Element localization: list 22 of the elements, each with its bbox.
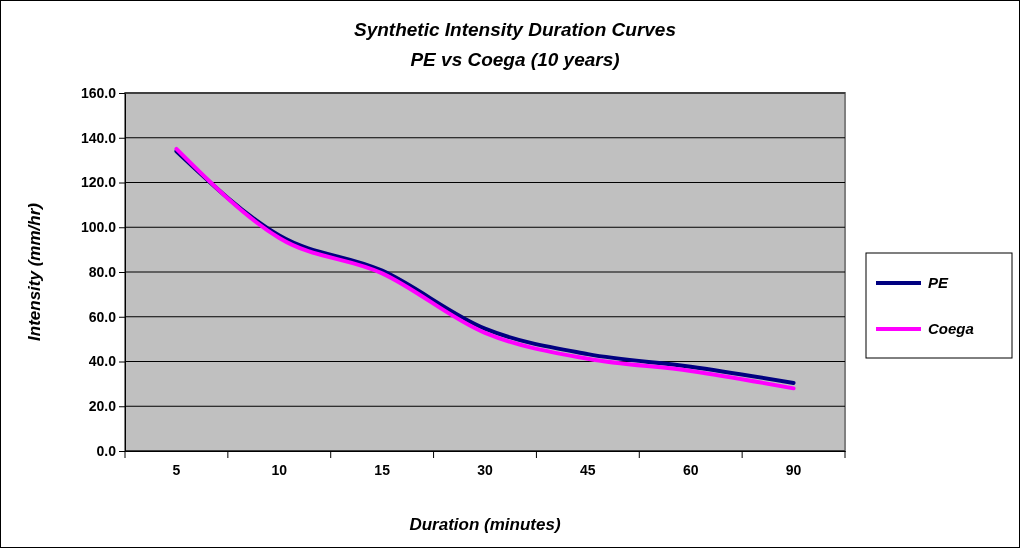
- y-tick-label: 40.0: [88, 353, 117, 370]
- y-tick-label: 100.0: [80, 219, 117, 236]
- x-tick-label: 60: [682, 461, 699, 478]
- x-tick-label: 5: [172, 461, 181, 478]
- chart-subtitle: PE vs Coega (10 years): [410, 49, 620, 70]
- x-tick-label: 10: [271, 461, 288, 478]
- y-tick-label: 60.0: [88, 308, 117, 325]
- x-tick-label: 15: [374, 461, 391, 478]
- y-tick-label: 120.0: [80, 174, 117, 191]
- x-tick-label: 45: [580, 461, 596, 478]
- chart-title: Synthetic Intensity Duration Curves: [353, 19, 677, 40]
- x-axis-title: Duration (minutes): [409, 515, 561, 534]
- y-tick-label: 160.0: [80, 84, 117, 101]
- y-tick-label: 140.0: [80, 129, 117, 146]
- legend-label: PE: [928, 274, 949, 291]
- y-tick-label: 0.0: [96, 442, 117, 459]
- legend-label: Coega: [928, 320, 974, 337]
- x-tick-label: 90: [785, 461, 802, 478]
- y-tick-label: 80.0: [88, 263, 117, 280]
- x-tick-label: 30: [477, 461, 493, 478]
- y-tick-label: 20.0: [88, 398, 117, 415]
- y-axis-title: Intensity (mm/hr): [25, 202, 44, 341]
